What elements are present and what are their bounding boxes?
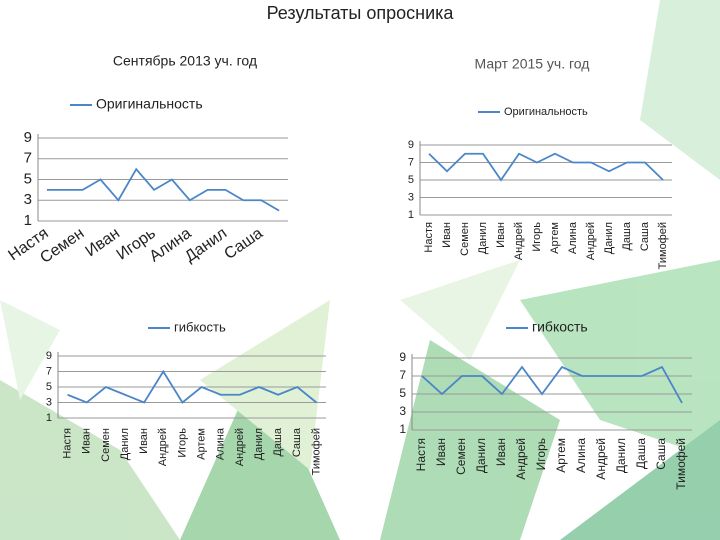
y-tick-label: 5 bbox=[408, 174, 414, 186]
x-tick-label: Иван bbox=[494, 438, 508, 466]
y-tick-label: 9 bbox=[408, 139, 414, 151]
x-tick-label: Данил bbox=[603, 222, 615, 254]
x-tick-label: Артем bbox=[554, 438, 568, 473]
x-tick-label: Андрей bbox=[594, 438, 608, 480]
x-tick-label: Иван bbox=[434, 438, 448, 466]
x-tick-label: Семен bbox=[100, 428, 112, 462]
x-tick-label: Данил bbox=[119, 428, 131, 460]
x-tick-label: Тимофей bbox=[657, 222, 669, 269]
x-tick-label: Саша bbox=[291, 427, 303, 457]
x-tick-label: Данил bbox=[253, 428, 265, 460]
column-title: Сентябрь 2013 уч. год bbox=[113, 53, 257, 69]
y-tick-label: 7 bbox=[46, 365, 52, 377]
y-tick-label: 9 bbox=[46, 350, 52, 362]
x-tick-label: Алина bbox=[567, 221, 579, 254]
x-tick-label: Семен bbox=[459, 222, 471, 256]
x-tick-label: Данил bbox=[614, 438, 628, 473]
legend-label: Оригинальность bbox=[504, 106, 588, 118]
x-tick-label: Даша bbox=[272, 427, 284, 456]
x-tick-label: Даша bbox=[634, 438, 648, 469]
x-tick-label: Артем bbox=[549, 222, 561, 254]
x-tick-label: Игорь bbox=[534, 438, 548, 470]
x-tick-label: Настя bbox=[61, 428, 73, 459]
line bbox=[46, 167, 280, 212]
line bbox=[428, 152, 664, 182]
x-tick-label: Иван bbox=[441, 222, 453, 248]
shape bbox=[400, 260, 520, 360]
x-tick-label: Андрей bbox=[585, 222, 597, 260]
x-tick-label: Алина bbox=[215, 427, 227, 460]
shape bbox=[380, 340, 560, 540]
x-tick-label: Настя bbox=[423, 222, 435, 253]
x-tick-label: Андрей bbox=[514, 438, 528, 480]
x-tick-label: Иван bbox=[81, 428, 93, 454]
x-tick-label: Иван bbox=[138, 428, 150, 454]
shape bbox=[0, 380, 180, 540]
x-tick-label: Семен bbox=[454, 438, 468, 475]
shape bbox=[0, 300, 60, 400]
x-tick-label: Даша bbox=[621, 221, 633, 250]
shape bbox=[560, 420, 720, 540]
x-tick-label: Иван bbox=[495, 222, 507, 248]
x-tick-label: Данил bbox=[477, 222, 489, 254]
x-tick-label: Тимофей bbox=[310, 428, 322, 475]
y-tick-label: 3 bbox=[408, 191, 414, 203]
y-tick-label: 1 bbox=[46, 412, 52, 424]
x-tick-label: Алина bbox=[574, 438, 588, 473]
shape bbox=[520, 260, 720, 460]
y-tick-label: 3 bbox=[399, 404, 406, 418]
y-tick-label: 1 bbox=[24, 212, 32, 229]
column-title: Март 2015 уч. год bbox=[475, 56, 590, 72]
y-tick-label: 9 bbox=[24, 129, 32, 146]
line bbox=[67, 369, 317, 404]
shape bbox=[640, 0, 720, 180]
y-tick-label: 5 bbox=[24, 170, 32, 187]
x-tick-label: Артем bbox=[195, 428, 207, 460]
x-tick-label: Игорь bbox=[176, 428, 188, 458]
slide-title: Результаты опросника bbox=[267, 3, 455, 23]
x-tick-label: Тимофей bbox=[674, 438, 688, 490]
y-tick-label: 1 bbox=[399, 422, 406, 436]
y-tick-label: 7 bbox=[399, 368, 406, 382]
y-tick-label: 7 bbox=[24, 150, 32, 167]
y-tick-label: 7 bbox=[408, 156, 414, 168]
line bbox=[421, 365, 683, 404]
y-tick-label: 5 bbox=[399, 386, 406, 400]
y-tick-label: 1 bbox=[408, 209, 414, 221]
legend-label: гибкость bbox=[532, 319, 588, 335]
shape bbox=[180, 360, 340, 540]
legend-label: Оригинальность bbox=[96, 96, 203, 112]
y-tick-label: 9 bbox=[399, 350, 406, 364]
y-tick-label: 3 bbox=[46, 396, 52, 408]
x-tick-label: Игорь bbox=[531, 222, 543, 252]
legend-label: гибкость bbox=[174, 319, 226, 334]
x-tick-label: Данил bbox=[474, 438, 488, 473]
x-tick-label: Андрей bbox=[513, 222, 525, 260]
x-tick-label: Саша bbox=[639, 221, 651, 251]
x-tick-label: Андрей bbox=[234, 428, 246, 466]
y-tick-label: 3 bbox=[24, 191, 32, 208]
x-tick-label: Саша bbox=[654, 438, 668, 470]
x-tick-label: Настя bbox=[414, 438, 428, 471]
shape bbox=[200, 300, 330, 470]
x-tick-label: Андрей bbox=[157, 428, 169, 466]
y-tick-label: 5 bbox=[46, 381, 52, 393]
